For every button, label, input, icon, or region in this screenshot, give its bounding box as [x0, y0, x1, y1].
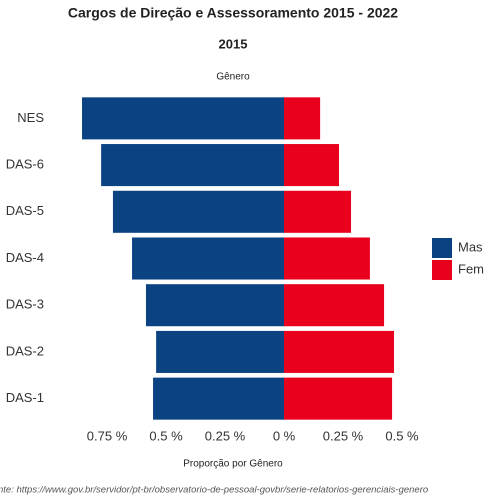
chart-title: Cargos de Direção e Assessoramento 2015 …: [68, 5, 398, 21]
bar: [153, 377, 285, 420]
legend-label: Mas: [458, 239, 483, 254]
y-tick-label: DAS-6: [6, 157, 44, 172]
bar: [112, 190, 285, 233]
bar: [284, 97, 321, 140]
x-tick-label: 0.25 %: [323, 428, 364, 443]
y-tick-label: DAS-3: [6, 297, 44, 312]
bar: [82, 97, 285, 140]
legend-label: Fem: [458, 261, 484, 276]
source-note: nte: https://www.gov.br/servidor/pt-br/o…: [0, 485, 428, 496]
bar: [284, 377, 393, 420]
bar: [145, 284, 285, 327]
bar: [284, 284, 385, 327]
x-tick-label: 0.5 %: [149, 428, 183, 443]
x-axis-label: Proporção por Gênero: [183, 459, 283, 470]
x-tick-label: 0 %: [273, 428, 296, 443]
bar: [284, 330, 394, 373]
legend-swatch: [432, 260, 452, 280]
y-tick-label: DAS-5: [6, 203, 44, 218]
bar: [156, 330, 285, 373]
bar: [284, 144, 339, 187]
x-tick-label: 0.75 %: [87, 428, 128, 443]
bar: [132, 237, 285, 280]
y-tick-label: DAS-1: [6, 390, 44, 405]
chart-subtitle: 2015: [219, 36, 248, 51]
legend-swatch: [432, 238, 452, 258]
x-tick-label: 0.25 %: [205, 428, 246, 443]
bar: [284, 237, 370, 280]
facet-label: Gênero: [216, 72, 250, 83]
y-tick-label: DAS-4: [6, 250, 44, 265]
y-tick-label: DAS-2: [6, 343, 44, 358]
bar: [101, 144, 285, 187]
y-tick-label: NES: [17, 110, 44, 125]
bar: [284, 190, 352, 233]
x-tick-label: 0.5 %: [385, 428, 419, 443]
